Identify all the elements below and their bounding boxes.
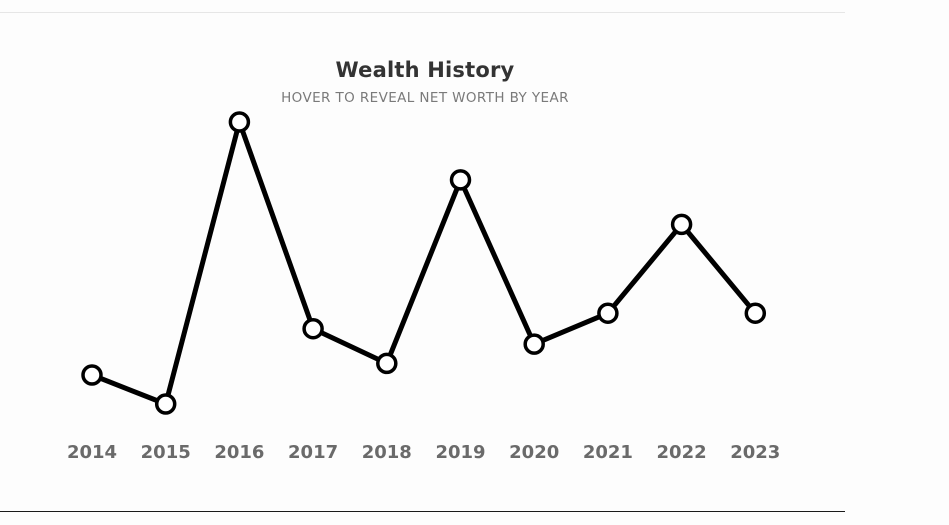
bottom-divider — [0, 511, 845, 512]
chart-subtitle: HOVER TO REVEAL NET WORTH BY YEAR — [281, 90, 569, 106]
data-point-2015[interactable] — [154, 393, 177, 415]
x-axis-ticks: 2014 2015 2016 2017 2018 2019 2020 2021 2022 2023 — [67, 442, 780, 463]
x-tick-label: 2016 — [214, 442, 264, 463]
data-point-2016[interactable] — [228, 111, 251, 133]
x-tick-label: 2017 — [288, 442, 338, 463]
chart-title: Wealth History — [335, 58, 515, 82]
top-divider — [0, 12, 845, 13]
series-layer — [89, 119, 758, 407]
data-point-2018[interactable] — [376, 352, 398, 375]
data-point-2014[interactable] — [81, 364, 103, 386]
x-tick-label: 2018 — [362, 442, 412, 463]
data-point-2022[interactable] — [670, 213, 693, 236]
data-point-2021[interactable] — [597, 302, 619, 324]
x-tick-label: 2023 — [730, 442, 780, 463]
data-point-2019[interactable] — [449, 169, 472, 191]
data-point-2023[interactable] — [744, 302, 767, 324]
x-tick-label: 2021 — [583, 442, 633, 463]
x-tick-label: 2022 — [657, 442, 707, 463]
x-tick-label: 2019 — [435, 442, 485, 463]
data-point-2020[interactable] — [523, 333, 545, 355]
marker-layer — [81, 111, 767, 415]
x-tick-label: 2015 — [141, 442, 191, 463]
x-tick-label: 2014 — [67, 442, 117, 463]
series-line — [89, 119, 758, 407]
x-tick-label: 2020 — [509, 442, 559, 463]
data-point-2017[interactable] — [302, 317, 324, 340]
